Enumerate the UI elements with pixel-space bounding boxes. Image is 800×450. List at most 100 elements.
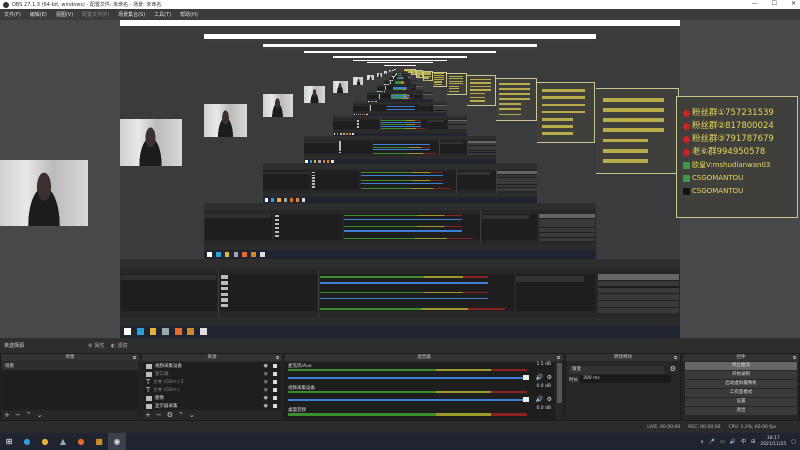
- close-button[interactable]: ✕: [790, 0, 796, 7]
- source-item[interactable]: 显示器采集 ◉: [143, 402, 281, 410]
- exit-button[interactable]: 退出: [685, 407, 797, 415]
- properties-button[interactable]: ⚙ 属性: [88, 341, 105, 350]
- rec-status: REC: 00:00:00: [688, 424, 721, 430]
- source-item[interactable]: T 文本 (GDI+) 2 ◉: [143, 378, 281, 386]
- windows-start-icon[interactable]: ⊞: [5, 437, 13, 446]
- eye-icon[interactable]: ◉: [263, 387, 268, 393]
- scenes-dock: 场景 ⧉ 场景 + − ⌃ ⌄: [0, 353, 140, 421]
- add-icon[interactable]: +: [145, 411, 151, 419]
- qq-icon: [683, 136, 690, 143]
- menu-tools[interactable]: 工具(T): [154, 12, 172, 18]
- scene-label: 场景: [5, 364, 14, 369]
- volume-icon[interactable]: 🔊: [729, 438, 737, 445]
- eye-icon[interactable]: ◉: [263, 379, 268, 385]
- game-icon[interactable]: ■: [95, 437, 103, 446]
- popout-icon[interactable]: ⧉: [674, 355, 677, 360]
- gear-icon[interactable]: ⚙: [669, 365, 676, 373]
- wechat-icon: [683, 162, 690, 169]
- menu-edit[interactable]: 编辑(E): [29, 12, 47, 18]
- scrollbar[interactable]: [557, 363, 562, 403]
- gear-icon[interactable]: ⚙: [546, 396, 552, 403]
- popout-icon[interactable]: ⧉: [133, 355, 136, 360]
- source-item[interactable]: T 文本 (GDI+) ◉: [143, 386, 281, 394]
- gear-icon[interactable]: ⚙: [546, 374, 552, 381]
- transitions-dock: 转场特效 ⧉ 渐变 ⚙ 时长 300 ms: [565, 353, 681, 421]
- move-down-icon[interactable]: ⌄: [36, 411, 43, 419]
- lock-icon[interactable]: [273, 372, 277, 376]
- edge-icon[interactable]: ●: [23, 437, 31, 446]
- move-up-icon[interactable]: ⌃: [25, 411, 32, 419]
- source-item[interactable]: 视频采集设备 ◉: [143, 362, 281, 370]
- slider-handle[interactable]: [523, 375, 529, 380]
- chevron-up-icon[interactable]: ∧: [700, 438, 704, 445]
- speaker-icon[interactable]: 🔊: [535, 374, 543, 381]
- eye-icon[interactable]: ◉: [263, 363, 268, 369]
- popout-icon[interactable]: ⧉: [793, 355, 796, 360]
- channel-name: 麦克风/Aux: [288, 364, 312, 369]
- firefox-icon[interactable]: ●: [77, 437, 85, 446]
- move-down-icon[interactable]: ⌄: [188, 411, 195, 419]
- menu-scene-collection[interactable]: 场景集合(S): [118, 12, 146, 18]
- maximize-button[interactable]: ☐: [771, 0, 777, 7]
- scene-item[interactable]: 场景: [2, 362, 138, 370]
- minimize-button[interactable]: —: [751, 0, 758, 7]
- transition-select[interactable]: 渐变: [569, 366, 664, 374]
- network-icon[interactable]: ▭: [720, 438, 725, 445]
- overlay-line: 粉丝群③791787679: [692, 134, 774, 144]
- menu-view[interactable]: 视图(V): [55, 12, 74, 18]
- app-icon[interactable]: ▲: [59, 437, 67, 446]
- clock[interactable]: 18:17 2021/11/25: [760, 436, 786, 448]
- source-label: 文本 (GDI+) 2: [153, 380, 184, 385]
- duration-input[interactable]: 300 ms: [580, 375, 671, 383]
- keyboard-icon[interactable]: ⊞: [751, 438, 756, 445]
- remove-icon[interactable]: −: [155, 411, 162, 419]
- gear-icon[interactable]: ⚙: [166, 411, 174, 419]
- overlay-line: 欧皇V:mshudianwan03: [692, 161, 771, 169]
- menu-file[interactable]: 文件(F): [4, 12, 21, 18]
- channel-db: 0.0 dB: [536, 384, 551, 389]
- source-label: 视频采集设备: [155, 364, 182, 369]
- sources-dock: 来源 ⧉ 视频采集设备 ◉ 窗口源 ◉ T 文本 (GDI+) 2 ◉ T 文本 (GDI+…: [141, 353, 283, 421]
- filters-button[interactable]: ◐ 滤镜: [111, 341, 127, 350]
- obs-icon[interactable]: ◉: [108, 433, 126, 450]
- controls-title: 控件: [736, 355, 746, 360]
- source-item[interactable]: 窗口源 ◉: [143, 370, 281, 378]
- lock-icon[interactable]: [273, 364, 277, 368]
- tiktok-icon: [683, 188, 690, 195]
- controls-dock: 控件 ⧉ 停止推流 开始录制 启动虚拟摄像机 工作室模式 设置 退出: [682, 353, 800, 421]
- notification-icon[interactable]: ▢: [791, 438, 796, 445]
- studio-mode-button[interactable]: 工作室模式: [685, 389, 797, 397]
- duration-label: 时长: [569, 378, 578, 383]
- lock-icon[interactable]: [273, 404, 277, 408]
- camera-icon: [146, 363, 152, 369]
- overlay-line: CSGOMANTOU: [692, 174, 744, 182]
- add-icon[interactable]: +: [4, 411, 10, 419]
- settings-button[interactable]: 设置: [685, 398, 797, 406]
- move-up-icon[interactable]: ⌃: [178, 411, 184, 419]
- volume-slider[interactable]: [288, 399, 527, 401]
- speaker-icon[interactable]: 🔊: [535, 396, 543, 403]
- lock-icon[interactable]: [273, 396, 277, 400]
- menu-profile[interactable]: 配置文件(P): [82, 12, 110, 18]
- popout-icon[interactable]: ⧉: [276, 355, 279, 360]
- overlay-line: 老⑥群994950578: [692, 147, 766, 157]
- eye-icon[interactable]: ◉: [263, 403, 268, 409]
- lock-icon[interactable]: [273, 388, 277, 392]
- lock-icon[interactable]: [273, 380, 277, 384]
- chrome-icon[interactable]: ●: [41, 437, 49, 446]
- remove-icon[interactable]: −: [14, 411, 21, 419]
- channel-db: 1.5 dB: [536, 362, 551, 367]
- source-item[interactable]: 图像 ◉: [143, 394, 281, 402]
- source-label: 文本 (GDI+): [153, 388, 180, 393]
- start-recording-button[interactable]: 开始录制: [685, 371, 797, 379]
- microphone-icon[interactable]: 🎤: [708, 438, 716, 445]
- popout-icon[interactable]: ⧉: [557, 355, 560, 360]
- menu-help[interactable]: 帮助(H): [180, 12, 198, 18]
- virtual-camera-button[interactable]: 启动虚拟摄像机: [685, 380, 797, 388]
- slider-handle[interactable]: [523, 397, 529, 402]
- eye-icon[interactable]: ◉: [263, 371, 268, 377]
- eye-icon[interactable]: ◉: [263, 395, 268, 401]
- volume-slider[interactable]: [288, 377, 527, 379]
- input-method-icon[interactable]: 中: [741, 439, 747, 445]
- stop-streaming-button[interactable]: 停止推流: [685, 362, 797, 370]
